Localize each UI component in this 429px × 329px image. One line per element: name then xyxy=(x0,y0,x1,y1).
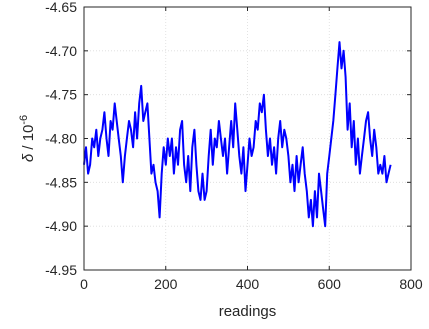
y-tick-label: -4.75 xyxy=(45,87,77,103)
y-axis-symbol: δ xyxy=(20,153,37,162)
x-tick-label: 200 xyxy=(154,276,178,292)
series-layer xyxy=(83,41,392,228)
y-axis-title: δ / 10-6 xyxy=(18,115,37,162)
series-line xyxy=(83,41,392,228)
y-tick-label: -4.65 xyxy=(45,0,77,15)
y-tick-label: -4.95 xyxy=(45,262,77,278)
x-tick-label: 0 xyxy=(80,276,88,292)
y-tick-label: -4.90 xyxy=(45,218,77,234)
x-tick-label: 400 xyxy=(236,276,260,292)
tick-labels: 0 200 400 600 800 -4.95 -4.90 -4.85 -4.80 -4.75 -4… xyxy=(45,0,423,292)
y-tick-label: -4.80 xyxy=(45,131,77,147)
y-axis-exponent: -6 xyxy=(18,115,30,125)
y-tick-label: -4.85 xyxy=(45,174,77,190)
x-axis-title: readings xyxy=(219,303,277,320)
x-tick-label: 800 xyxy=(399,276,423,292)
x-tick-label: 600 xyxy=(318,276,342,292)
axis-ticks xyxy=(83,6,412,271)
y-tick-label: -4.70 xyxy=(45,43,77,59)
y-axis-unit: / 10 xyxy=(20,125,37,154)
